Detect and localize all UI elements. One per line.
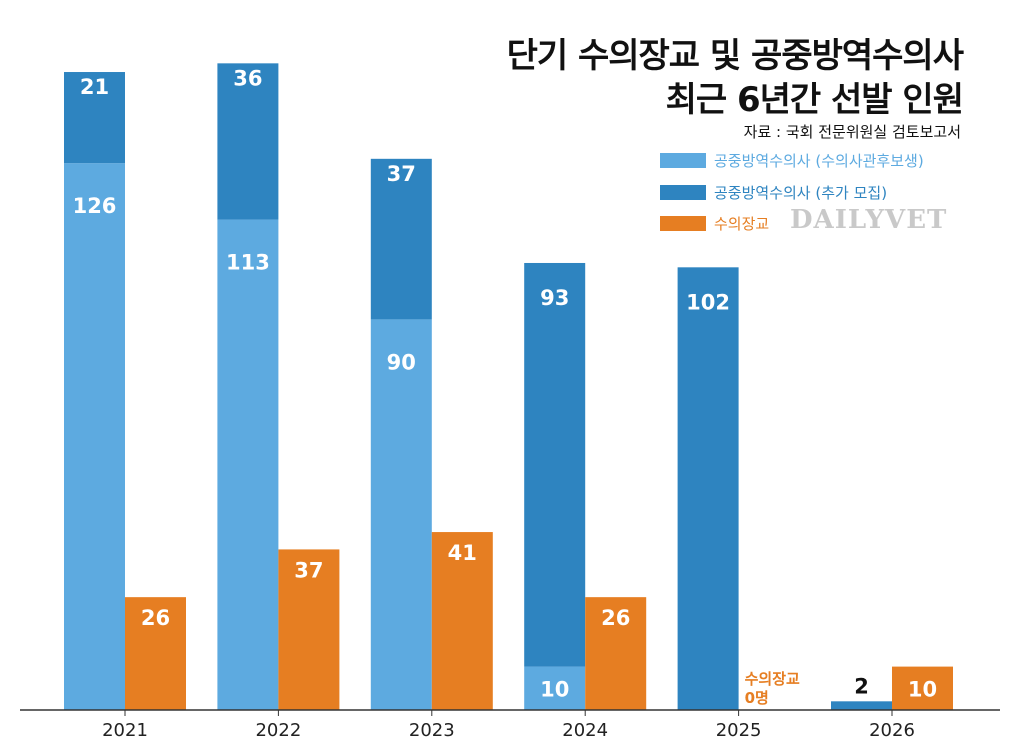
bar-officer-2023 (431, 532, 493, 710)
bar-candidate-2023 (370, 319, 432, 710)
legend-item-officer: 수의장교 (660, 212, 769, 234)
data-label-candidate: 113 (226, 251, 270, 275)
data-label-additional: 2 (854, 674, 869, 698)
legend-swatch-orange (660, 215, 706, 231)
bar-candidate-2024 (524, 666, 586, 710)
bar-officer-2021 (125, 597, 186, 710)
x-tick-label: 2022 (255, 720, 301, 741)
x-tick-label: 2025 (716, 720, 762, 741)
x-tick-label: 2024 (562, 720, 608, 741)
bar-candidate-2022 (217, 219, 279, 710)
bar-additional-2022 (217, 63, 279, 220)
data-label-candidate: 10 (540, 677, 569, 701)
legend-label: 수의장교 (714, 214, 770, 233)
bar-officer-2026 (892, 666, 953, 710)
chart-title-line2: 최근 6년간 선발 인원 (665, 80, 964, 120)
data-label-additional: 36 (233, 66, 262, 90)
bar-additional-2026 (831, 701, 892, 710)
source-note: 자료 : 국회 전문위원실 검토보고서 (743, 123, 961, 141)
x-tick-label: 2023 (409, 720, 455, 741)
bar-candidate-2021 (64, 163, 125, 710)
data-label-officer: 10 (908, 677, 937, 701)
data-label-additional: 37 (387, 162, 416, 186)
data-label-officer: 37 (294, 558, 323, 582)
legend-item-candidate: 공중방역수의사 (수의사관후보생) (660, 149, 924, 171)
legend-label: 공중방역수의사 (수의사관후보생) (714, 151, 924, 170)
bar-officer-2022 (278, 549, 340, 710)
legend-swatch-light-blue (660, 152, 706, 168)
data-label-additional: 93 (540, 286, 569, 310)
data-label-candidate: 90 (387, 350, 416, 374)
data-label-additional: 102 (686, 290, 730, 314)
data-label-officer: 26 (601, 606, 630, 630)
bar-additional-2023 (370, 158, 432, 320)
data-label-officer: 26 (141, 606, 170, 630)
chart-title-line1: 단기 수의장교 및 공중방역수의사 (506, 36, 964, 76)
legend-item-additional: 공중방역수의사 (추가 모집) (660, 181, 887, 203)
x-tick-label: 2026 (869, 720, 915, 741)
annotation-officer-zero-count: 0명 (745, 689, 769, 707)
bar-additional-2024 (524, 262, 586, 667)
legend-label: 공중방역수의사 (추가 모집) (714, 183, 888, 202)
annotation-officer-zero: 수의장교 (745, 670, 800, 688)
data-label-candidate: 126 (73, 194, 117, 218)
bar-officer-2024 (585, 597, 647, 710)
bar-additional-2021 (64, 72, 125, 164)
x-tick-label: 2021 (102, 720, 148, 741)
legend-swatch-dark-blue (660, 184, 706, 200)
data-label-officer: 41 (448, 541, 477, 565)
bar-additional-2025 (677, 267, 739, 710)
watermark-logo: DAILYVET (790, 205, 948, 235)
data-label-additional: 21 (80, 75, 109, 99)
